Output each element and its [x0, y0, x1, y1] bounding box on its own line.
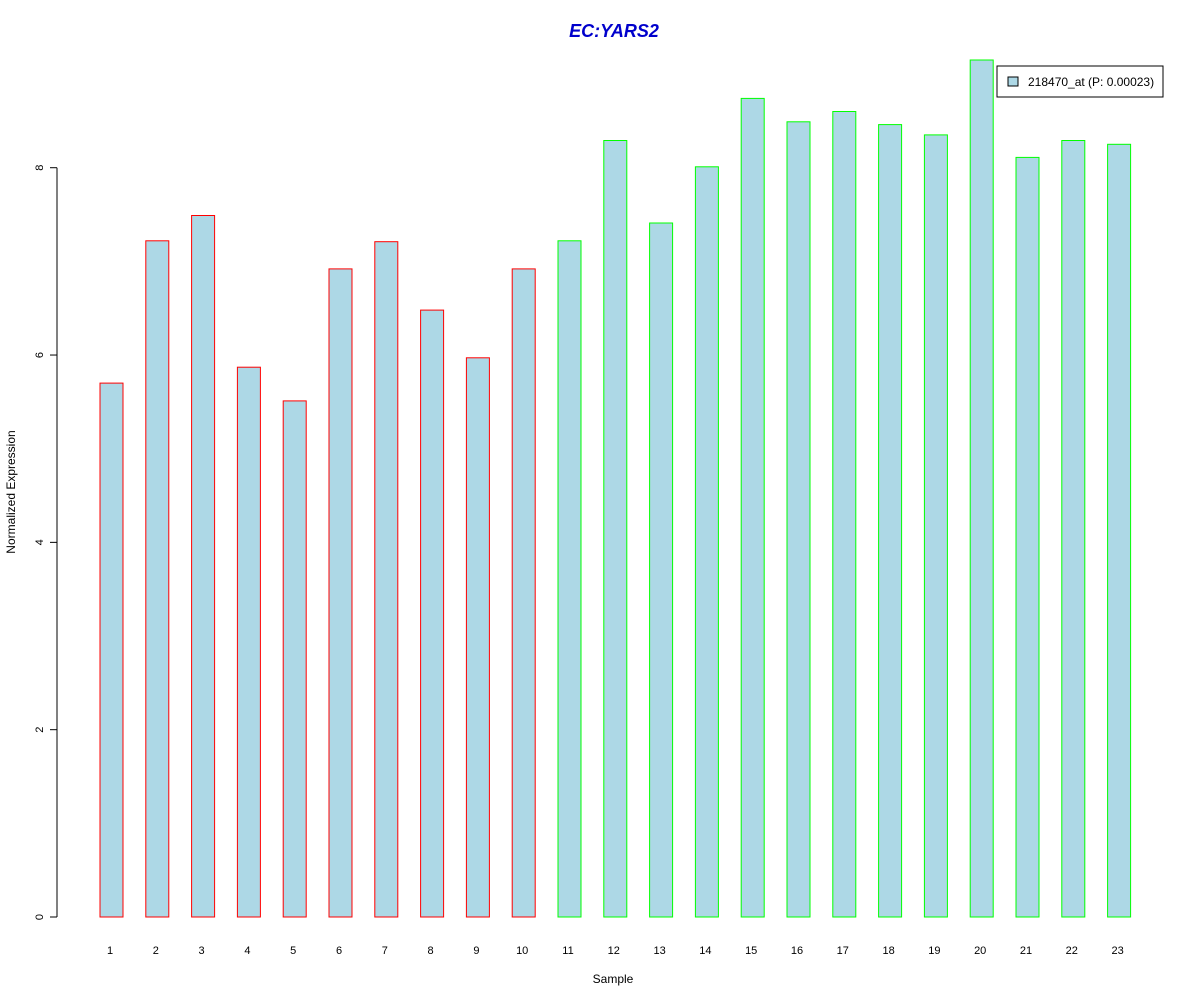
y-tick-label: 0 [34, 914, 46, 920]
bar-sample-1 [99, 382, 124, 918]
x-tick-label: 6 [336, 945, 342, 957]
legend-swatch [1007, 76, 1019, 87]
y-axis-label: Normalized Expression [4, 430, 18, 553]
bar-sample-10 [511, 268, 536, 918]
x-tick-label: 2 [153, 945, 159, 957]
bar-sample-15 [740, 97, 765, 918]
bar-sample-19 [923, 134, 948, 918]
bar-sample-14 [694, 166, 719, 918]
x-tick-label: 7 [382, 945, 388, 957]
y-tick-label: 6 [34, 352, 46, 358]
x-tick-label: 13 [653, 945, 665, 957]
x-tick-label: 8 [428, 945, 434, 957]
y-tick-label: 2 [34, 727, 46, 733]
bar-sample-23 [1107, 143, 1132, 918]
y-tick-label: 4 [34, 539, 46, 545]
bar-sample-6 [328, 268, 353, 918]
y-tick-label: 8 [34, 165, 46, 171]
x-tick-label: 19 [928, 945, 940, 957]
bar-sample-20 [969, 59, 994, 918]
legend-box [996, 65, 1164, 98]
bar-sample-12 [603, 140, 628, 918]
x-tick-label: 21 [1020, 945, 1032, 957]
bar-sample-11 [557, 240, 582, 918]
x-tick-label: 12 [608, 945, 620, 957]
legend-label: 218470_at (P: 0.00023) [1028, 75, 1154, 89]
bar-sample-9 [465, 357, 490, 918]
bar-sample-18 [878, 124, 903, 918]
x-tick-label: 14 [699, 945, 711, 957]
x-tick-label: 23 [1111, 945, 1123, 957]
x-tick-label: 11 [562, 945, 573, 957]
bars [99, 59, 1132, 918]
x-axis-label: Sample [593, 972, 634, 986]
bar-sample-8 [420, 309, 445, 918]
bar-sample-4 [236, 366, 261, 918]
x-tick-label: 15 [745, 945, 757, 957]
bar-sample-21 [1015, 156, 1040, 918]
x-tick-label: 18 [882, 945, 894, 957]
legend: 218470_at (P: 0.00023) [996, 65, 1164, 98]
x-tick-label: 20 [974, 945, 986, 957]
x-tick-label: 16 [791, 945, 803, 957]
bar-sample-5 [282, 400, 307, 918]
bar-sample-16 [786, 121, 811, 918]
chart-title: EC:YARS2 [569, 21, 659, 41]
bar-sample-17 [832, 111, 857, 918]
x-tick-label: 9 [473, 945, 479, 957]
bar-sample-22 [1061, 140, 1086, 918]
bar-sample-2 [145, 240, 170, 918]
x-tick-label: 4 [244, 945, 250, 957]
bar-sample-13 [649, 222, 674, 918]
x-axis-labels: 1 2 3 4 5 6 7 8 9 10 11 12 13 14 15 16 17 18 19 20 21 22 23 [107, 945, 1124, 957]
x-tick-label: 5 [290, 945, 296, 957]
y-axis: 0 2 4 6 8 [34, 165, 58, 920]
bar-sample-3 [191, 215, 216, 918]
x-tick-label: 10 [516, 945, 528, 957]
bar-sample-7 [374, 241, 399, 918]
x-tick-label: 17 [837, 945, 849, 957]
x-tick-label: 3 [199, 945, 205, 957]
x-tick-label: 22 [1066, 945, 1078, 957]
x-tick-label: 1 [107, 945, 113, 957]
